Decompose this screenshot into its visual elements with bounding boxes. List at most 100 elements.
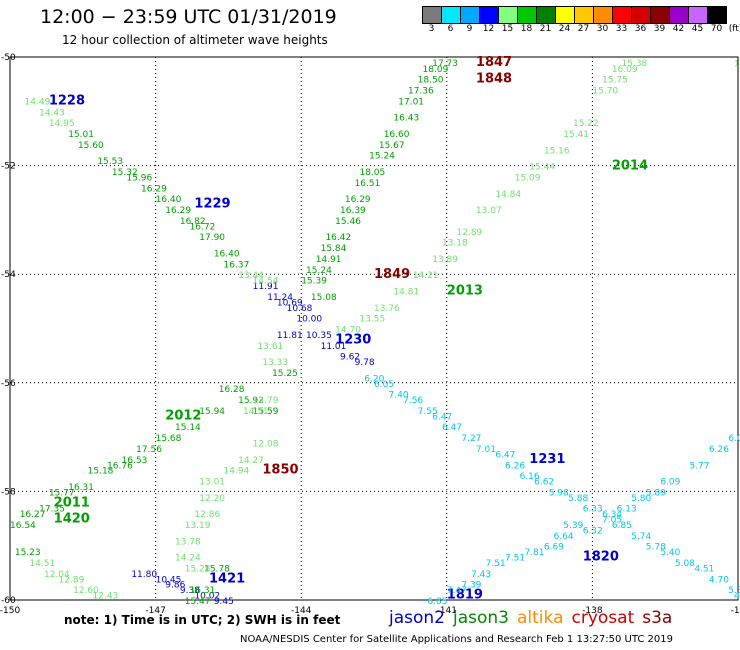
x-tick-label: -13	[731, 606, 740, 616]
pass-time-label: 1850	[262, 463, 298, 478]
wave-height-value: 15.41	[563, 130, 589, 140]
y-tick-label: -52	[1, 162, 16, 172]
wave-height-value: 6.85	[612, 521, 632, 531]
wave-height-value: 15.44	[529, 163, 555, 173]
wave-height-value: 15.96	[126, 173, 152, 183]
color-scale-label: 18	[520, 24, 533, 34]
wave-height-value: 7.51	[505, 554, 525, 564]
wave-height-value: 15.70	[592, 87, 618, 97]
wave-height-value: 13.44	[238, 271, 264, 281]
x-tick-label: -150	[0, 606, 20, 616]
color-scale-cell	[689, 7, 708, 23]
pass-time-label: 1849	[374, 267, 410, 282]
color-scale-label: 21	[539, 24, 552, 34]
wave-height-value: 15.16	[544, 146, 570, 156]
wave-height-value: 12.86	[194, 510, 220, 520]
wave-height-value: 16.76	[107, 461, 133, 471]
color-scale-label: 6	[447, 24, 454, 34]
wave-height-value: 16.37	[224, 260, 250, 270]
wave-height-value: 13.33	[262, 358, 288, 368]
y-tick-label: -54	[1, 270, 16, 280]
wave-height-value: 15.53	[97, 157, 123, 167]
color-scale-cell	[499, 7, 518, 23]
wave-height-value: 15.60	[78, 141, 104, 151]
color-scale-label: 24	[558, 24, 571, 34]
color-scale-label: 33	[615, 24, 628, 34]
pass-time-label: 1229	[194, 197, 230, 212]
wave-height-value: 15.68	[156, 434, 182, 444]
wave-height-value: 15.22	[573, 119, 599, 129]
wave-height-value: 16.42	[325, 233, 351, 243]
wave-height-value: 7.27	[461, 434, 481, 444]
wave-height-value: 5.08	[675, 559, 695, 569]
wave-height-value: 15.24	[369, 152, 395, 162]
wave-height-value: 14.51	[243, 407, 269, 417]
pass-time-label: 2014	[612, 159, 648, 174]
wave-height-value: 9.86	[165, 581, 185, 591]
wave-height-value: 15.84	[321, 244, 347, 254]
chart-subtitle: 12 hour collection of altimeter wave hei…	[62, 33, 328, 47]
wave-height-value: 6.26	[709, 445, 729, 455]
color-scale-label: 42	[672, 24, 685, 34]
pass-time-label: 1848	[476, 72, 512, 87]
wave-height-value: 14.84	[495, 190, 521, 200]
wave-height-value: 10.68	[287, 304, 313, 314]
color-scale-label: 9	[466, 24, 473, 34]
wave-height-value: 14.54	[253, 277, 279, 287]
pass-time-label: 2011	[54, 495, 90, 510]
wave-height-value: 14.49	[25, 97, 51, 107]
wave-height-value: 7.56	[403, 396, 423, 406]
wave-height-value: 14.21	[413, 271, 439, 281]
pass-time-label: 2012	[165, 408, 201, 423]
wave-height-value: 6.34	[602, 510, 622, 520]
color-scale-cell	[632, 7, 651, 23]
color-scale-cell	[480, 7, 499, 23]
wave-height-value: 10.00	[296, 315, 322, 325]
y-tick-label: -60	[1, 596, 16, 606]
legend-entry: cryosat	[571, 608, 635, 628]
wave-height-value: 15.39	[301, 277, 327, 287]
wave-height-value: 17.56	[136, 445, 162, 455]
color-scale-label: 39	[653, 24, 666, 34]
wave-height-value: 14.70	[335, 326, 361, 336]
wave-height-value: 6.16	[520, 472, 540, 482]
wave-height-value: 13.78	[175, 537, 201, 547]
wave-height-value: 7.01	[476, 445, 496, 455]
wave-height-value: 7.05	[602, 516, 622, 526]
wave-height-value: 12.43	[93, 592, 119, 602]
wave-height-value: 6.13	[617, 505, 637, 515]
wave-height-value: 14.81	[393, 287, 419, 297]
wave-height-value: 16.60	[384, 130, 410, 140]
axis-ticks: -150 -147 -144 -141 -138 -13 -50 -52 -54 -56 -58 -6…	[0, 53, 740, 616]
color-scale-label: 70	[710, 24, 723, 34]
color-scale-cell	[518, 7, 537, 23]
wave-height-value: 6.09	[728, 434, 740, 444]
wave-height-value: 15.94	[199, 407, 225, 417]
color-scale-cell	[708, 7, 726, 23]
wave-height-value: 6.47	[442, 423, 462, 433]
pass-time-label: 1420	[54, 512, 90, 527]
wave-height-value: 6.05	[374, 380, 394, 390]
wave-height-value: 5.89	[646, 488, 666, 498]
wave-height-value: 18.05	[359, 168, 385, 178]
wave-height-value: 11.01	[321, 342, 347, 352]
wave-height-value: 4.9	[734, 592, 740, 602]
wave-height-value: 16.29	[345, 195, 371, 205]
wave-height-value: 16.43	[393, 114, 419, 124]
color-scale-label: 15	[501, 24, 514, 34]
wave-height-value: 5.74	[631, 532, 651, 542]
wave-height-value: 14.43	[39, 108, 65, 118]
wave-height-value: 18.09	[423, 65, 449, 75]
wave-height-value: 5.77	[689, 461, 709, 471]
wave-height-value: 13.76	[374, 304, 400, 314]
wave-height-value: 15.25	[272, 369, 298, 379]
wave-height-value: 15.08	[311, 293, 337, 303]
wave-height-value: 10.45	[156, 575, 182, 585]
wave-height-value: 16.28	[219, 385, 245, 395]
pass-time-label: 1421	[209, 571, 245, 586]
y-tick-label: -56	[1, 379, 16, 389]
wave-height-value: 16.40	[214, 249, 240, 259]
wave-height-value: 15.67	[379, 141, 405, 151]
wave-height-value: 16.09	[612, 65, 638, 75]
